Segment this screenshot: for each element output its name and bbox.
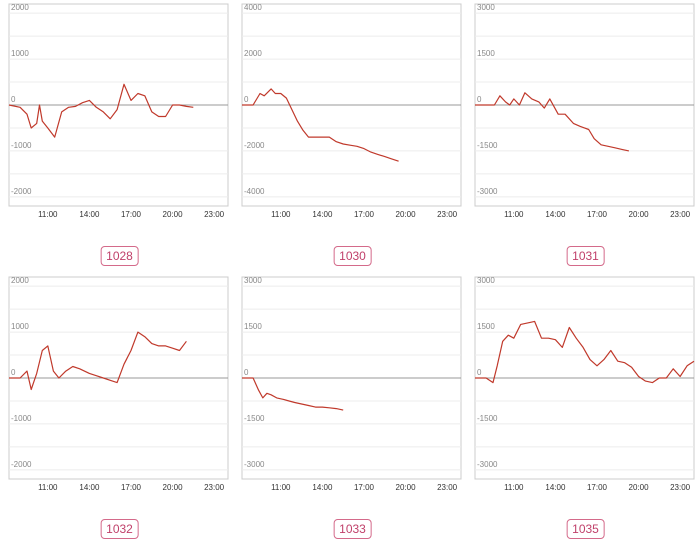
chart-panel-1035: 3000 1500 0 -1500 -3000 11:00 14:00 17:00 20:00 2… <box>467 273 700 546</box>
y-tick-label: 1000 <box>11 49 29 58</box>
y-tick-label: 2000 <box>11 276 29 285</box>
chart-panel-1032: 2000 1000 0 -1000 -2000 11:00 14:00 17:00 20:00 2… <box>1 273 234 546</box>
y-tick-label: 1500 <box>244 322 262 331</box>
y-tick-label: -2000 <box>11 187 32 196</box>
x-tick-label: 23:00 <box>670 210 691 219</box>
x-tick-label: 17:00 <box>121 210 142 219</box>
x-tick-label: 20:00 <box>163 483 184 492</box>
y-tick-label: 0 <box>477 95 482 104</box>
series-line <box>8 83 194 138</box>
series-line <box>242 88 399 162</box>
x-tick-label: 11:00 <box>38 483 58 492</box>
chart-label-badge: 1031 <box>566 246 605 266</box>
y-tick-label: 3000 <box>477 276 495 285</box>
y-tick-label: -1500 <box>477 141 498 150</box>
y-tick-label: -1500 <box>244 414 265 423</box>
x-tick-label: 17:00 <box>354 210 375 219</box>
y-tick-label: 1000 <box>11 322 29 331</box>
chart-svg: 2000 1000 0 -1000 -2000 11:00 14:00 17:00 20:00 2… <box>8 276 229 492</box>
x-tick-label: 20:00 <box>629 483 650 492</box>
y-tick-label: 3000 <box>477 3 495 12</box>
x-tick-label: 14:00 <box>545 483 566 492</box>
x-tick-label: 14:00 <box>79 483 100 492</box>
chart-svg: 3000 1500 0 -1500 -3000 11:00 14:00 17:00 20:00 2… <box>474 276 695 492</box>
x-tick-label: 20:00 <box>629 210 650 219</box>
chart-panel-1030: 4000 2000 0 -2000 -4000 11:00 14:00 17:00 20:00 2… <box>234 0 467 273</box>
y-tick-label: -1500 <box>477 414 498 423</box>
chart-panel-1028: 2000 1000 0 -1000 -2000 11:00 14:00 17:00 20:00 2… <box>1 0 234 273</box>
y-tick-label: -4000 <box>244 187 265 196</box>
y-tick-label: 2000 <box>11 3 29 12</box>
x-tick-label: 17:00 <box>587 483 608 492</box>
x-tick-label: 23:00 <box>204 210 225 219</box>
chart-panel-1033: 3000 1500 0 -1500 -3000 11:00 14:00 17:00 20:00 2… <box>234 273 467 546</box>
x-tick-label: 17:00 <box>354 483 375 492</box>
y-tick-label: 0 <box>477 368 482 377</box>
y-tick-label: 0 <box>244 368 249 377</box>
chart-svg: 3000 1500 0 -1500 -3000 11:00 14:00 17:00 20:00 2… <box>474 3 695 219</box>
chart-label-badge: 1030 <box>333 246 372 266</box>
chart-svg: 2000 1000 0 -1000 -2000 11:00 14:00 17:00 20:00 2… <box>8 3 229 219</box>
x-tick-label: 17:00 <box>121 483 142 492</box>
x-tick-label: 20:00 <box>396 483 417 492</box>
y-tick-label: 0 <box>244 95 249 104</box>
x-tick-label: 23:00 <box>437 210 458 219</box>
chart-label-badge: 1033 <box>333 519 372 539</box>
x-tick-label: 11:00 <box>38 210 58 219</box>
x-tick-label: 23:00 <box>670 483 691 492</box>
x-tick-label: 14:00 <box>312 483 333 492</box>
y-tick-label: 3000 <box>244 276 262 285</box>
y-tick-label: -3000 <box>477 460 498 469</box>
x-tick-label: 14:00 <box>312 210 333 219</box>
x-tick-label: 11:00 <box>504 210 524 219</box>
chart-label-badge: 1032 <box>100 519 139 539</box>
y-tick-label: -3000 <box>244 460 265 469</box>
y-tick-label: 2000 <box>244 49 262 58</box>
x-tick-label: 20:00 <box>163 210 184 219</box>
y-tick-label: -3000 <box>477 187 498 196</box>
x-tick-label: 14:00 <box>79 210 100 219</box>
chart-panel-1031: 3000 1500 0 -1500 -3000 11:00 14:00 17:00 20:00 2… <box>467 0 700 273</box>
series-line <box>475 320 695 384</box>
chart-svg: 4000 2000 0 -2000 -4000 11:00 14:00 17:00 20:00 2… <box>241 3 462 219</box>
y-tick-label: -1000 <box>11 414 32 423</box>
x-tick-label: 14:00 <box>545 210 566 219</box>
series-line <box>475 92 630 152</box>
x-tick-label: 20:00 <box>396 210 417 219</box>
chart-svg: 3000 1500 0 -1500 -3000 11:00 14:00 17:00 20:00 2… <box>241 276 462 492</box>
x-tick-label: 23:00 <box>437 483 458 492</box>
y-tick-label: -1000 <box>11 141 32 150</box>
y-tick-label: 0 <box>11 95 16 104</box>
y-tick-label: 4000 <box>244 3 262 12</box>
y-tick-label: 1500 <box>477 49 495 58</box>
x-tick-label: 17:00 <box>587 210 608 219</box>
y-tick-label: 0 <box>11 368 16 377</box>
chart-label-badge: 1035 <box>566 519 605 539</box>
series-line <box>242 377 344 411</box>
y-tick-label: -2000 <box>11 460 32 469</box>
x-tick-label: 11:00 <box>504 483 524 492</box>
x-tick-label: 23:00 <box>204 483 225 492</box>
series-line <box>9 331 187 391</box>
y-tick-label: 1500 <box>477 322 495 331</box>
y-tick-label: -2000 <box>244 141 265 150</box>
x-tick-label: 11:00 <box>271 210 291 219</box>
x-tick-label: 11:00 <box>271 483 291 492</box>
chart-label-badge: 1028 <box>100 246 139 266</box>
